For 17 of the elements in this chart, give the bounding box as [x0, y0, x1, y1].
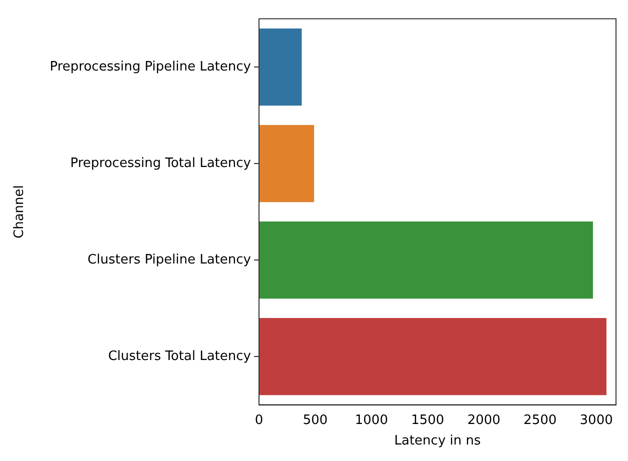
y-axis-title: Channel: [12, 185, 28, 238]
bar: [259, 221, 593, 299]
bar: [259, 124, 314, 202]
x-tick-label: 500: [302, 412, 328, 428]
x-tick-label: 2000: [467, 412, 500, 428]
bar: [259, 28, 302, 106]
x-tick-label: 3000: [580, 412, 613, 428]
x-tick-label: 1000: [354, 412, 388, 428]
y-tick-label: Clusters Pipeline Latency: [88, 252, 252, 268]
y-tick-label: Clusters Total Latency: [108, 348, 252, 364]
y-tick-label: Preprocessing Pipeline Latency: [50, 59, 252, 74]
x-tick-label: 1500: [411, 412, 444, 428]
y-tick-label: Preprocessing Total Latency: [70, 156, 252, 171]
x-tick-label: 2500: [524, 412, 557, 428]
bar: [259, 318, 606, 396]
x-tick-label: 0: [254, 412, 264, 428]
x-axis-title: Latency in ns: [394, 434, 481, 449]
